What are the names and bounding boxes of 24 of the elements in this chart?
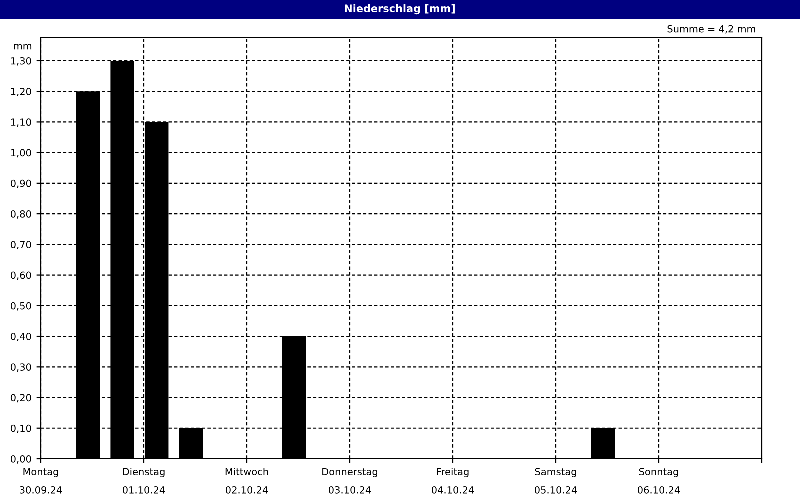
x-tick-label: Mittwoch 02.10.24 [226, 468, 268, 494]
x-tick-label: Freitag 04.10.24 [432, 468, 474, 494]
y-tick-label: 1,00 [11, 149, 32, 158]
y-tick-label: 0,70 [10, 241, 32, 250]
y-tick-label: 1,20 [11, 88, 32, 96]
y-tick-label: 0,40 [10, 333, 32, 342]
x-tick-label: Donnerstag 03.10.24 [322, 468, 378, 494]
y-axis-title: mm [14, 44, 32, 50]
y-tick-label: 0,60 [10, 272, 32, 280]
y-tick-label: 1,10 [11, 118, 32, 128]
y-tick-label: 0,50 [10, 302, 32, 311]
y-tick-label: 0,10 [10, 424, 32, 434]
y-tick-label: 0,20 [10, 394, 32, 403]
x-tick-label: Montag 30.09.24 [20, 468, 62, 494]
y-tick-label: 0,80 [10, 210, 32, 219]
y-tick-label: 0,30 [10, 364, 32, 372]
chart-title: Niederschlag [mm] [345, 4, 455, 15]
text: Summe = 4,2 mm [668, 25, 756, 34]
x-tick-label: Sonntag 06.10.24 [638, 468, 680, 494]
y-tick-label: 1,30 [11, 57, 32, 66]
y-tick-label: 0,00 [10, 455, 32, 464]
y-tick-label: 0,90 [10, 180, 32, 188]
x-tick-label: Samstag 05.10.24 [534, 468, 578, 494]
x-tick-label: Dienstag 01.10.24 [122, 468, 166, 494]
